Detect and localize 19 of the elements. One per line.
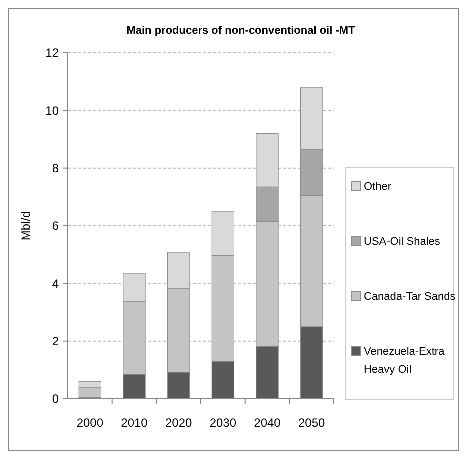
- x-tick-label: 2000: [76, 416, 104, 430]
- y-tick-label: 0: [52, 392, 60, 406]
- y-tick-label: 6: [52, 219, 60, 234]
- y-tick-label: 2: [52, 334, 60, 349]
- chart-title: Main producers of non-conventional oil -MT: [126, 25, 356, 37]
- x-tick-label: 2010: [121, 416, 148, 430]
- y-tick-label: 8: [52, 162, 60, 176]
- y-tick-label: 12: [46, 46, 60, 60]
- legend-label: Venezuela-Extra Heavy Oil: [364, 346, 446, 376]
- x-tick-label: 2030: [210, 416, 237, 430]
- y-axis-title: Mbl/d: [19, 211, 33, 241]
- x-tick-label: 2040: [254, 416, 282, 430]
- legend-label: USA-Oil Shales: [364, 236, 441, 248]
- y-tick-label: 4: [52, 276, 60, 291]
- legend-label: Other: [364, 181, 392, 193]
- legend-label: Canada-Tar Sands: [364, 291, 456, 303]
- y-tick-label: 10: [46, 104, 60, 118]
- x-tick-label: 2020: [165, 416, 193, 430]
- x-tick-label: 2050: [298, 416, 326, 430]
